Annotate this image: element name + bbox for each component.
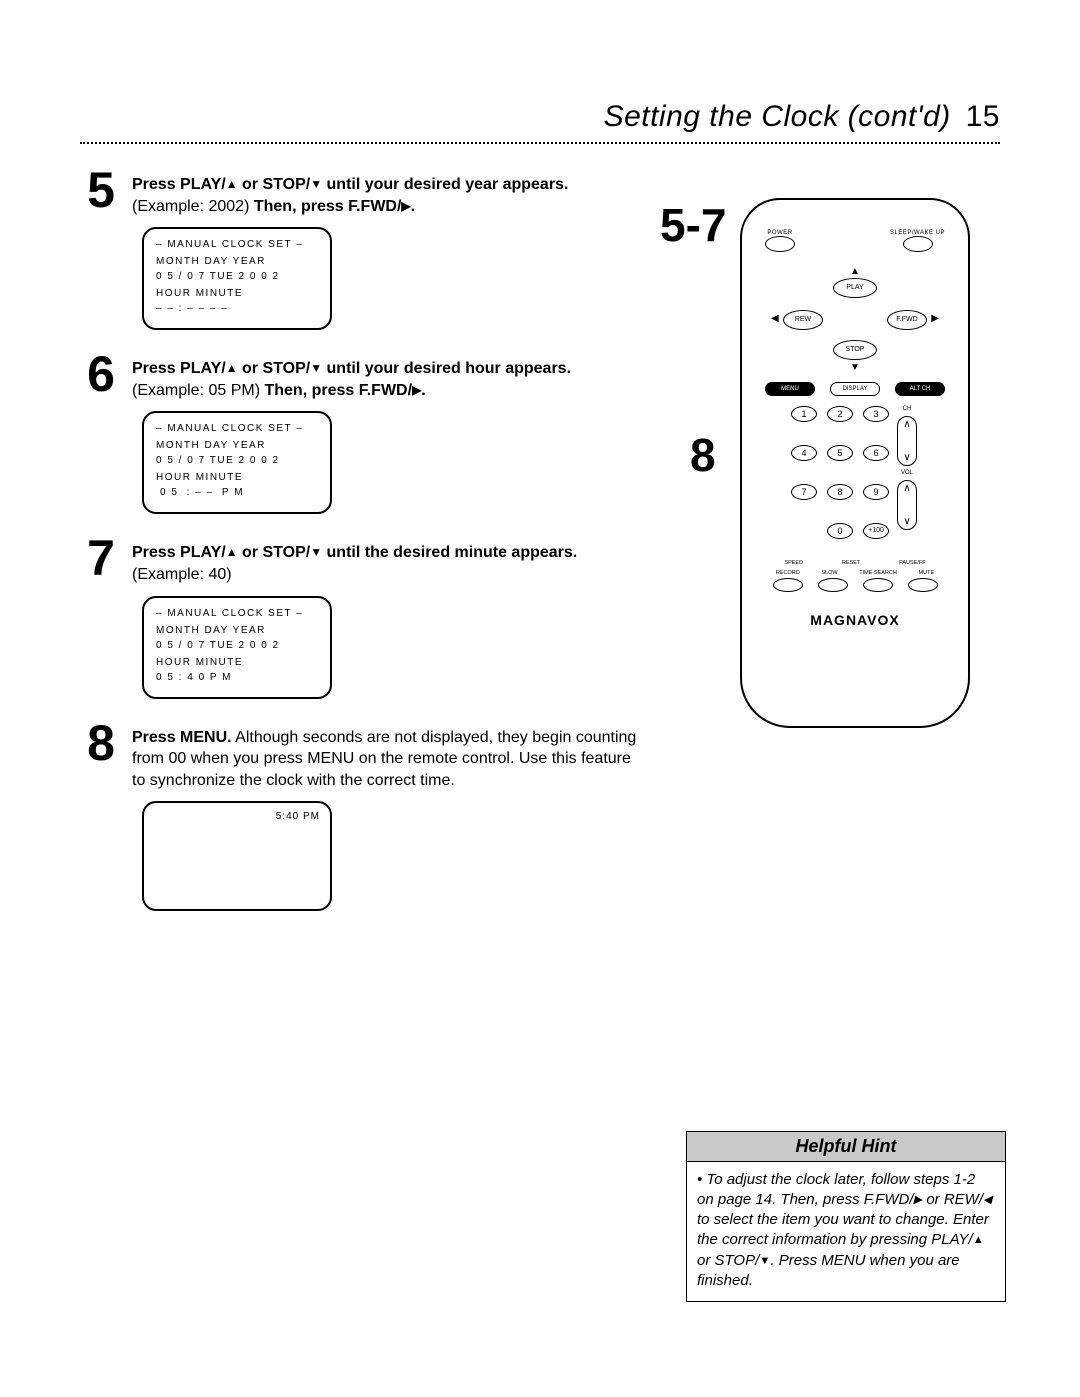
slow-button xyxy=(818,578,848,592)
step-8-screen: 5:40 PM xyxy=(142,801,332,911)
rew-button: REW xyxy=(783,310,823,330)
down-arrow-icon xyxy=(310,360,322,377)
sleep-button xyxy=(903,236,933,252)
down-arrow-icon xyxy=(310,176,322,193)
step-6: 6 Press PLAY/ or STOP/ until your desire… xyxy=(80,352,640,401)
menu-button: MENU xyxy=(765,382,815,396)
key-6: 6 xyxy=(863,445,889,461)
title-text: Setting the Clock (cont'd) xyxy=(604,100,951,133)
up-arrow-icon xyxy=(226,544,238,561)
stop-button: STOP xyxy=(833,340,877,360)
altch-button: ALT CH xyxy=(895,382,945,396)
step-7: 7 Press PLAY/ or STOP/ until the desired… xyxy=(80,536,640,585)
timesearch-button xyxy=(863,578,893,592)
step-8-number: 8 xyxy=(80,721,122,766)
nav-cluster: ▲ ◀ ▶ ▼ PLAY REW F.FWD STOP xyxy=(765,268,945,378)
nav-down-icon: ▼ xyxy=(850,362,860,373)
key-2: 2 xyxy=(827,406,853,422)
key-7: 7 xyxy=(791,484,817,500)
remote-brand: MAGNAVOX xyxy=(765,612,945,628)
up-arrow-icon xyxy=(973,1231,984,1248)
speed-row-labels: SPEED RESET PAUSE/FF xyxy=(765,560,945,566)
step-7-text: Press PLAY/ or STOP/ until the desired m… xyxy=(132,536,640,585)
key-1: 1 xyxy=(791,406,817,422)
keypad-area: 1 2 3 4 5 6 7 8 9 0 +100 xyxy=(765,406,945,556)
play-button: PLAY xyxy=(833,278,877,298)
step-5-text: Press PLAY/ or STOP/ until your desired … xyxy=(132,168,640,217)
down-arrow-icon xyxy=(310,544,322,561)
steps-column: 5 Press PLAY/ or STOP/ until your desire… xyxy=(80,168,640,911)
mid-row: MENU DISPLAY ALT CH xyxy=(765,382,945,396)
nav-up-icon: ▲ xyxy=(850,266,860,277)
mute-button xyxy=(908,578,938,592)
nav-left-icon: ◀ xyxy=(771,313,779,324)
ffwd-button: F.FWD xyxy=(887,310,927,330)
ch-vol-column: CH VOL xyxy=(897,406,917,556)
step-8-text: Press MENU. Although seconds are not dis… xyxy=(132,721,640,792)
left-arrow-icon xyxy=(983,1191,992,1208)
bottom-buttons xyxy=(765,578,945,592)
remote-top-row: POWER SLEEP/WAKE UP xyxy=(765,230,945,254)
key-9: 9 xyxy=(863,484,889,500)
page-number: 15 xyxy=(966,100,1000,133)
display-button: DISPLAY xyxy=(830,382,880,396)
record-button xyxy=(773,578,803,592)
dotted-rule xyxy=(80,142,1000,144)
key-3: 3 xyxy=(863,406,889,422)
key-0: 0 xyxy=(827,523,853,539)
remote-column: 5-7 8 POWER SLEEP/WAKE UP xyxy=(660,168,1000,728)
key-4: 4 xyxy=(791,445,817,461)
page-title: Setting the Clock (cont'd) 15 xyxy=(80,100,1000,134)
power-button xyxy=(765,236,795,252)
ch-rocker xyxy=(897,416,917,466)
keypad: 1 2 3 4 5 6 7 8 9 0 +100 xyxy=(791,406,889,556)
right-arrow-icon xyxy=(412,382,421,399)
vol-rocker xyxy=(897,480,917,530)
up-arrow-icon xyxy=(226,360,238,377)
step-5: 5 Press PLAY/ or STOP/ until your desire… xyxy=(80,168,640,217)
callout-8: 8 xyxy=(690,428,716,482)
up-arrow-icon xyxy=(226,176,238,193)
step-7-number: 7 xyxy=(80,536,122,581)
step-6-number: 6 xyxy=(80,352,122,397)
content-columns: 5 Press PLAY/ or STOP/ until your desire… xyxy=(80,168,1000,911)
step-6-screen: – MANUAL CLOCK SET – MONTH DAY YEAR 0 5 … xyxy=(142,411,332,514)
callout-5-7: 5-7 xyxy=(660,198,726,252)
down-arrow-icon xyxy=(759,1252,770,1269)
hint-title: Helpful Hint xyxy=(686,1131,1006,1162)
step-5-number: 5 xyxy=(80,168,122,213)
step-8: 8 Press MENU. Although seconds are not d… xyxy=(80,721,640,792)
remote-diagram: 5-7 8 POWER SLEEP/WAKE UP xyxy=(670,198,990,728)
bottom-button-labels: RECORD SLOW TIME SEARCH MUTE xyxy=(765,570,945,576)
right-arrow-icon xyxy=(401,198,410,215)
right-arrow-icon xyxy=(914,1191,923,1208)
hint-body: To adjust the clock later, follow steps … xyxy=(686,1162,1006,1303)
key-100: +100 xyxy=(863,523,889,539)
step-7-screen: – MANUAL CLOCK SET – MONTH DAY YEAR 0 5 … xyxy=(142,596,332,699)
helpful-hint: Helpful Hint To adjust the clock later, … xyxy=(686,1131,1006,1303)
nav-right-icon: ▶ xyxy=(931,313,939,324)
step-5-screen: – MANUAL CLOCK SET – MONTH DAY YEAR 0 5 … xyxy=(142,227,332,330)
key-5: 5 xyxy=(827,445,853,461)
step-6-text: Press PLAY/ or STOP/ until your desired … xyxy=(132,352,640,401)
remote-body: POWER SLEEP/WAKE UP ▲ ◀ ▶ ▼ PLAY xyxy=(740,198,970,728)
key-8: 8 xyxy=(827,484,853,500)
